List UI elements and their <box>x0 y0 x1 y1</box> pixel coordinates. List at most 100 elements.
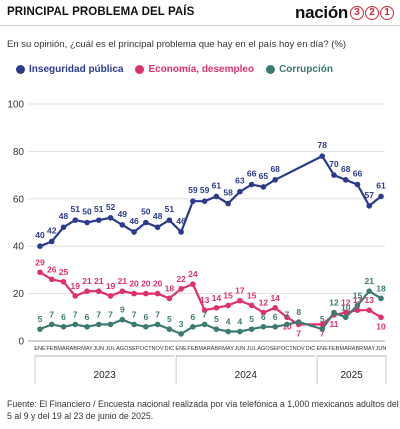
data-label-corrupcion: 18 <box>376 283 386 293</box>
x-tick-label: OCT <box>281 346 293 352</box>
x-tick-label: MAY <box>363 346 375 352</box>
data-point-inseguridad <box>201 198 208 204</box>
y-tick-label: 0 <box>18 337 24 348</box>
data-point-economia <box>201 307 208 313</box>
x-tick-label: AGO <box>116 346 129 352</box>
x-tick-label: SEP <box>270 346 281 352</box>
data-point-corrupcion <box>119 316 126 323</box>
data-label-economia: 20 <box>141 279 151 289</box>
logo-digit: 1 <box>380 6 394 20</box>
x-tick-label: MAR <box>340 346 352 352</box>
data-label-corrupcion: 9 <box>120 305 125 315</box>
data-point-inseguridad <box>378 193 384 200</box>
data-point-inseguridad <box>190 198 196 204</box>
data-point-inseguridad <box>248 181 255 188</box>
x-tick-label: JUN <box>376 346 387 352</box>
legend-swatch <box>135 65 145 74</box>
data-point-corrupcion <box>378 295 384 302</box>
data-label-inseguridad: 66 <box>353 169 363 179</box>
data-label-inseguridad: 59 <box>200 185 210 195</box>
data-label-economia: 17 <box>235 286 245 296</box>
legend-label: Economía, desempleo <box>148 64 255 75</box>
data-point-economia <box>260 309 267 316</box>
data-label-economia: 7 <box>296 328 301 338</box>
data-point-corrupcion <box>248 326 255 332</box>
data-label-corrupcion: 4 <box>226 317 231 327</box>
data-label-inseguridad: 65 <box>259 171 269 181</box>
logo-digit: 2 <box>365 6 379 20</box>
x-tick-label: ABR <box>352 346 364 352</box>
data-label-corrupcion: 7 <box>49 309 54 319</box>
survey-question: En su opinión, ¿cuál es el principal pro… <box>7 39 347 50</box>
data-point-corrupcion <box>143 323 149 330</box>
legend-label: Corrupción <box>279 64 333 75</box>
x-tick-label: MAY <box>222 346 234 352</box>
legend-item-corrupcion: Corrupción <box>266 64 333 75</box>
data-label-corrupcion: 12 <box>329 298 339 308</box>
legend-swatch <box>266 65 276 74</box>
data-point-corrupcion <box>225 328 231 335</box>
data-label-inseguridad: 68 <box>341 164 351 174</box>
legend-label: Inseguridad pública <box>29 64 124 75</box>
x-tick-label: FEB <box>329 346 340 352</box>
data-point-inseguridad <box>84 219 90 226</box>
data-label-inseguridad: 63 <box>235 176 245 186</box>
x-tick-label: JUL <box>247 346 257 352</box>
data-point-economia <box>166 295 173 302</box>
data-point-inseguridad <box>342 177 349 183</box>
data-point-inseguridad <box>225 200 231 207</box>
legend-item-economia: Economía, desempleo <box>135 64 254 75</box>
data-point-inseguridad <box>366 203 373 209</box>
x-tick-label: DIC <box>306 346 316 352</box>
x-tick-label: ENE <box>175 346 187 352</box>
data-label-inseguridad: 52 <box>106 202 116 212</box>
data-point-economia <box>107 293 114 299</box>
data-label-inseguridad: 48 <box>153 211 163 221</box>
x-tick-label: ENE <box>316 346 328 352</box>
x-tick-label: MAY <box>81 346 93 352</box>
data-point-corrupcion <box>331 309 337 316</box>
data-point-inseguridad <box>213 193 220 200</box>
data-label-corrupcion: 6 <box>273 312 278 322</box>
data-label-economia: 20 <box>153 279 163 289</box>
data-label-inseguridad: 51 <box>71 204 81 214</box>
data-label-corrupcion: 7 <box>155 309 160 319</box>
data-label-corrupcion: 6 <box>190 312 195 322</box>
data-label-economia: 14 <box>212 293 222 303</box>
data-point-economia <box>272 305 278 311</box>
data-label-economia: 13 <box>353 295 363 305</box>
x-tick-label: MAR <box>198 346 210 352</box>
data-label-economia: 18 <box>165 283 175 293</box>
legend-swatch <box>16 65 25 74</box>
data-point-economia <box>131 290 137 297</box>
data-label-corrupcion: 5 <box>38 314 43 324</box>
data-label-inseguridad: 59 <box>188 185 198 195</box>
data-label-corrupcion: 6 <box>261 312 266 322</box>
data-label-economia: 20 <box>129 279 139 289</box>
data-point-corrupcion <box>319 326 326 332</box>
data-point-economia <box>366 307 373 313</box>
data-point-inseguridad <box>272 177 278 183</box>
data-point-economia <box>143 290 149 297</box>
data-point-inseguridad <box>95 217 102 223</box>
y-tick-label: 80 <box>13 147 25 158</box>
data-point-inseguridad <box>178 229 184 235</box>
brand-logo: nación 3 2 1 <box>295 2 394 24</box>
data-point-corrupcion <box>342 314 349 321</box>
footnote: Fuente: El Financiero / Encuesta naciona… <box>7 399 399 421</box>
data-point-corrupcion <box>284 321 290 328</box>
data-label-economia: 19 <box>106 281 116 291</box>
x-tick-label: AGO <box>257 346 270 352</box>
data-point-economia <box>154 290 161 297</box>
data-label-economia: 12 <box>259 298 269 308</box>
data-label-corrupcion: 5 <box>167 314 172 324</box>
data-label-corrupcion: 10 <box>341 302 351 312</box>
year-label: 2023 <box>94 370 117 381</box>
data-label-inseguridad: 78 <box>317 140 327 150</box>
data-point-corrupcion <box>95 321 102 328</box>
data-label-inseguridad: 42 <box>47 225 57 235</box>
data-point-economia <box>119 288 126 295</box>
data-point-inseguridad <box>166 217 173 223</box>
data-point-inseguridad <box>60 224 67 231</box>
data-point-corrupcion <box>366 288 373 295</box>
